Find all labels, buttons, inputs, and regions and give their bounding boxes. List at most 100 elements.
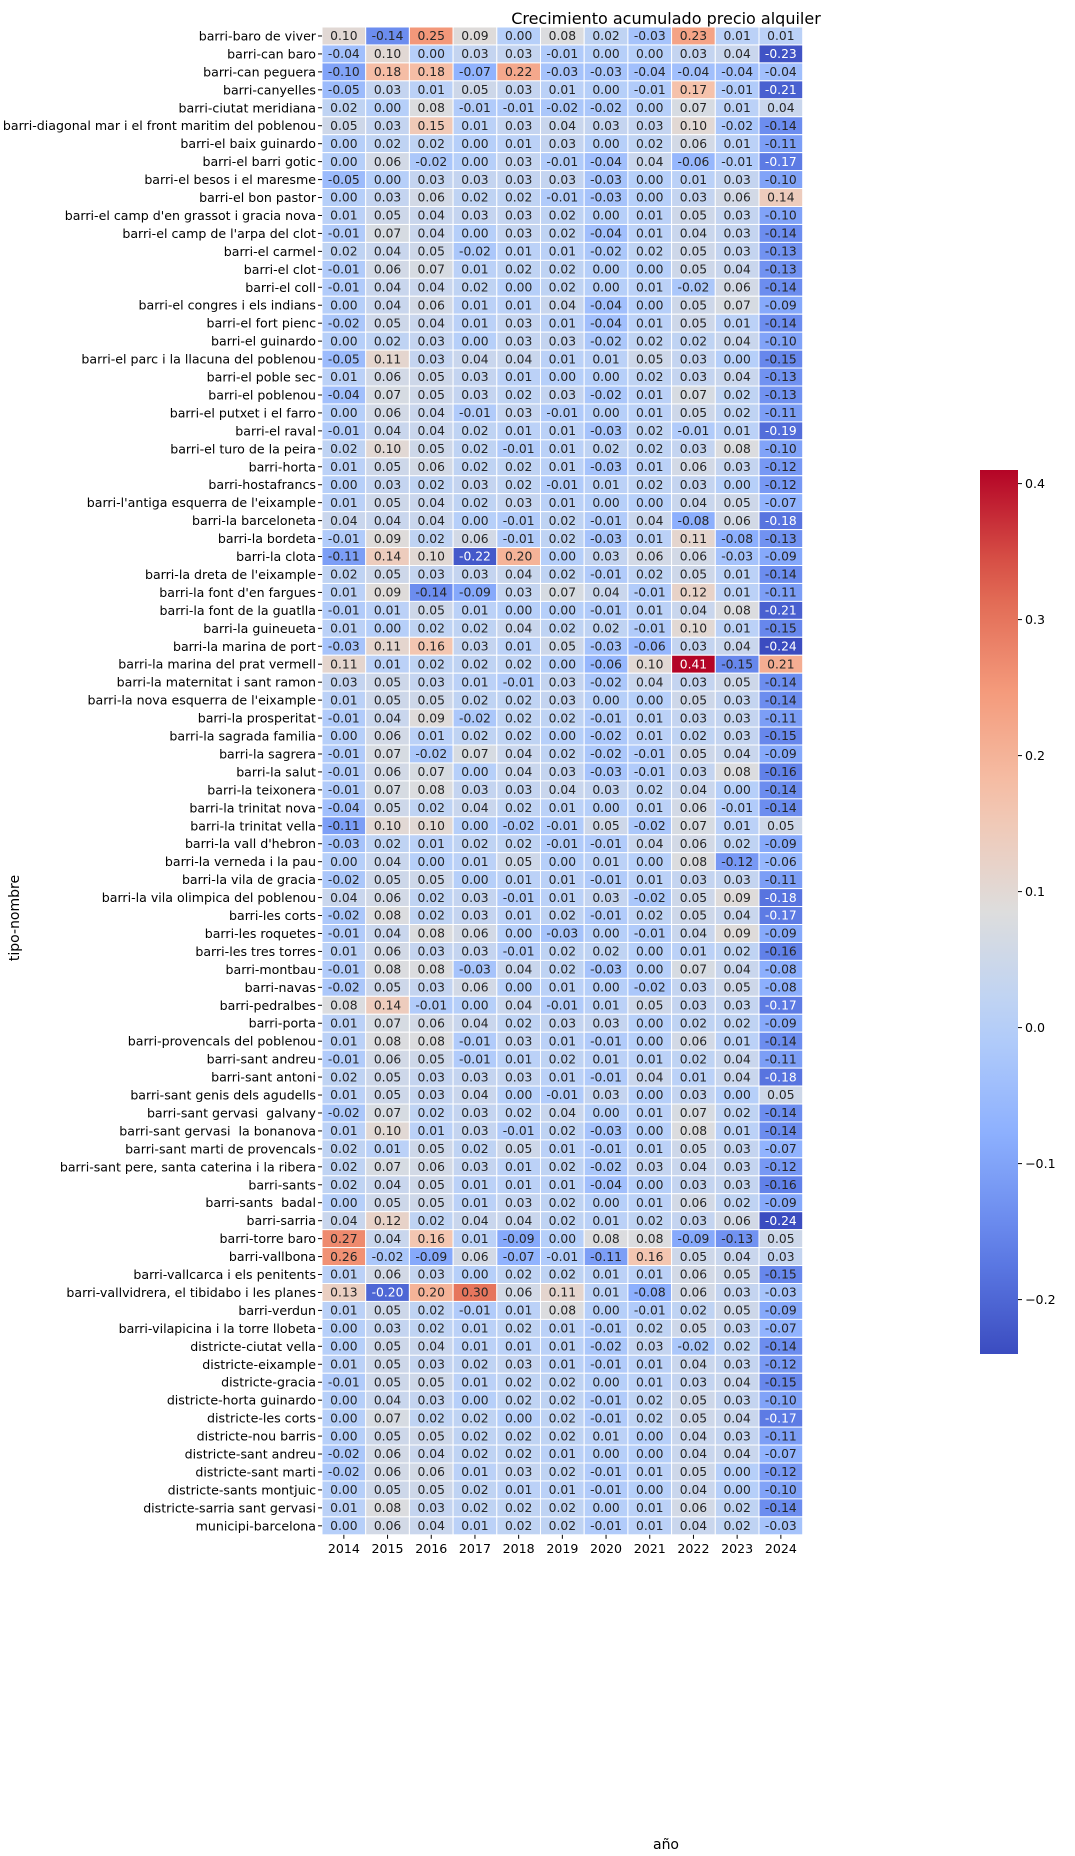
cell-value-label: 0.01 [461,1178,488,1192]
cell-value-label: -0.24 [765,1214,797,1228]
cell-value-label: 0.00 [723,783,750,797]
cell-value-label: 0.02 [505,693,532,707]
cell-value-label: -0.02 [678,280,710,294]
cell-value-label: 0.03 [549,334,576,348]
cell-value-label: -0.13 [765,263,797,277]
row-tick-label: barri-navas [245,980,316,995]
cell-value-label: 0.03 [505,496,532,510]
cell-value-label: -0.02 [415,747,447,761]
row-tick-label: barri-l'antiga esquerra de l'eixample [87,495,316,510]
cell-value-label: 0.05 [680,891,707,905]
cell-value-label: 0.08 [374,1501,401,1515]
cell-value-label: 0.04 [767,101,795,115]
cell-value-label: 0.15 [418,119,445,133]
cell-value-label: 0.02 [330,101,357,115]
cell-value-label: 0.23 [680,29,707,43]
cell-value-label: 0.05 [680,1322,707,1336]
row-tick-label: barri-la nova esquerra de l'eixample [88,693,317,708]
cell-value-label: 0.05 [592,819,619,833]
cell-value-label: 0.03 [680,442,707,456]
cell-value-label: 0.05 [680,245,707,259]
cell-value-label: -0.12 [765,478,797,492]
cell-value-label: -0.02 [721,119,753,133]
cell-value-label: -0.04 [590,298,622,312]
cell-value-label: 0.01 [461,316,488,330]
cell-value-label: -0.23 [765,47,797,61]
cell-value-label: 0.01 [592,352,619,366]
cell-value-label: 0.04 [680,1483,708,1497]
cell-value-label: 0.03 [636,119,663,133]
cell-value-label: 0.05 [418,1483,445,1497]
cell-value-label: -0.01 [590,604,622,618]
cell-value-label: 0.08 [636,1232,663,1246]
cell-value-label: 0.03 [461,47,488,61]
cell-value-label: 0.02 [680,334,707,348]
cell-value-label: 0.03 [505,1465,532,1479]
cell-value-label: 0.01 [592,1286,619,1300]
cell-value-label: 0.05 [505,855,532,869]
cell-value-label: 0.03 [549,173,576,187]
cell-value-label: -0.01 [634,1304,666,1318]
cell-value-label: 0.08 [549,29,576,43]
cell-value-label: 0.04 [374,711,402,725]
cell-value-label: 0.04 [418,209,446,223]
cell-value-label: 0.06 [723,514,751,528]
cell-value-label: 0.05 [680,568,707,582]
row-tick-label: barri-la marina del prat vermell [118,657,316,672]
row-tick-label: barri-el poble sec [207,370,316,385]
cell-value-label: -0.01 [546,478,578,492]
row-tick-label: barri-les tres torres [195,944,316,959]
cell-value-label: -0.10 [328,65,360,79]
cell-value-label: -0.19 [765,424,797,438]
row-tick-label: barri-la clota [236,549,316,564]
cell-value-label: 0.00 [592,47,619,61]
cell-value-label: 0.01 [505,370,532,384]
cell-value-label: 0.01 [549,1340,576,1354]
cell-value-label: -0.12 [765,1357,797,1371]
cell-value-label: 0.02 [549,1375,576,1389]
row-tick-label: barri-la vila olimpica del poblenou [102,890,316,905]
cell-value-label: 0.01 [549,460,576,474]
cell-value-label: -0.15 [765,1375,797,1389]
cell-value-label: 0.00 [636,191,663,205]
cell-value-label: 0.02 [330,568,357,582]
cell-value-label: 0.00 [549,1232,576,1246]
cell-value-label: 0.01 [636,460,663,474]
cell-value-label: 0.01 [636,1106,663,1120]
cell-value-label: 0.01 [330,1268,357,1282]
cell-value-label: 0.04 [374,1178,402,1192]
cell-value-label: -0.02 [590,388,622,402]
row-tick-label: districte-horta guinardo [167,1393,316,1408]
cell-value-label: -0.08 [634,1286,666,1300]
cell-value-label: 0.03 [505,334,532,348]
cell-value-label: -0.01 [590,1519,622,1533]
cell-value-label: 0.02 [549,1393,576,1407]
cell-value-label: 0.05 [723,496,750,510]
cell-value-label: 0.00 [723,1483,750,1497]
y-axis-label: tipo-nombre [7,875,23,961]
cell-value-label: 0.00 [549,855,576,869]
cell-value-label: 0.01 [505,1178,532,1192]
cell-value-label: -0.17 [765,909,797,923]
cell-value-label: -0.01 [590,873,622,887]
row-tick-label: barri-el parc i la llacuna del poblenou [81,352,316,367]
cell-value-label: 0.03 [592,783,619,797]
cell-value-label: -0.12 [765,1160,797,1174]
cell-value-label: 0.04 [374,280,402,294]
cell-value-label: 0.05 [374,1483,401,1497]
cell-value-label: -0.18 [765,1070,797,1084]
cell-value-label: 0.05 [374,873,401,887]
row-tick-label: barri-la maternitat i sant ramon [117,675,316,690]
cell-value-label: 0.02 [505,729,532,743]
cell-value-label: -0.01 [328,227,360,241]
cell-value-label: 0.01 [636,1052,663,1066]
cell-value-label: -0.03 [590,765,622,779]
cell-value-label: -0.13 [765,532,797,546]
row-tick-label: barri-sants badal [205,1195,316,1210]
cell-value-label: 0.02 [505,388,532,402]
cell-value-label: 0.03 [636,1160,663,1174]
cell-value-label: 0.03 [723,209,750,223]
cell-value-label: 0.05 [680,1142,707,1156]
cell-value-label: 0.01 [549,442,576,456]
cell-value-label: 0.06 [723,280,751,294]
